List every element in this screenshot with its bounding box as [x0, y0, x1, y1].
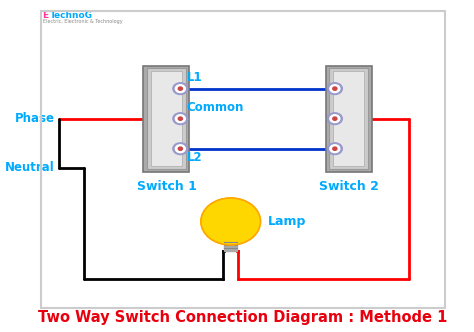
Circle shape — [173, 83, 188, 95]
Circle shape — [175, 145, 185, 153]
FancyBboxPatch shape — [333, 71, 364, 166]
Text: L1: L1 — [187, 71, 202, 84]
Circle shape — [173, 113, 188, 124]
FancyBboxPatch shape — [147, 68, 186, 169]
Circle shape — [330, 145, 340, 153]
Text: Phase: Phase — [15, 112, 55, 125]
Circle shape — [333, 87, 337, 90]
Text: Switch 1: Switch 1 — [137, 180, 196, 193]
Text: Switch 2: Switch 2 — [319, 180, 379, 193]
Circle shape — [328, 143, 342, 155]
Text: Lamp: Lamp — [268, 215, 306, 228]
Circle shape — [173, 143, 188, 155]
Text: Neutral: Neutral — [5, 161, 55, 174]
Circle shape — [201, 198, 261, 245]
Circle shape — [328, 113, 342, 124]
Circle shape — [175, 85, 185, 93]
FancyBboxPatch shape — [151, 71, 182, 166]
Circle shape — [333, 147, 337, 150]
FancyBboxPatch shape — [326, 66, 372, 172]
Text: Two Way Switch Connection Diagram : Methode 1: Two Way Switch Connection Diagram : Meth… — [38, 310, 448, 325]
Text: E: E — [43, 11, 49, 20]
Circle shape — [333, 117, 337, 120]
FancyBboxPatch shape — [329, 68, 368, 169]
Text: Electric, Electronic & Technology: Electric, Electronic & Technology — [43, 19, 122, 24]
Circle shape — [178, 147, 182, 150]
Circle shape — [178, 87, 182, 90]
Circle shape — [330, 85, 340, 93]
Circle shape — [175, 115, 185, 123]
Text: TechnoG: TechnoG — [50, 11, 92, 20]
Bar — [225, 238, 237, 251]
Text: L2: L2 — [187, 151, 202, 164]
Circle shape — [328, 83, 342, 95]
Circle shape — [330, 115, 340, 123]
Text: Common: Common — [187, 101, 244, 114]
FancyBboxPatch shape — [144, 66, 190, 172]
Circle shape — [178, 117, 182, 120]
